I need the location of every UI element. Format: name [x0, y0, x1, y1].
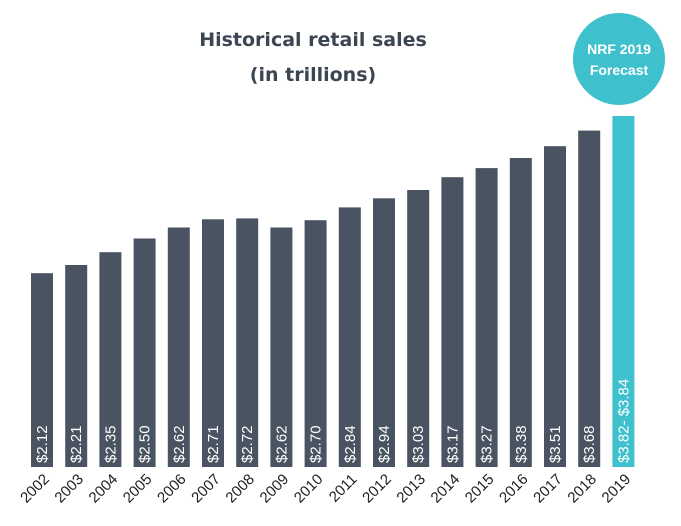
bar-2010: [304, 220, 327, 467]
bar-value-label: $2.62: [171, 425, 188, 463]
bar-2012: [373, 198, 395, 468]
bar-2003: [65, 265, 88, 467]
forecast-badge-line2: Forecast: [590, 62, 649, 78]
bar-2006: [167, 227, 190, 467]
x-tick-label: 2012: [359, 471, 395, 507]
x-tick-label: 2018: [564, 471, 600, 507]
bar-2011: [338, 207, 361, 467]
x-tick-label: 2010: [291, 471, 327, 507]
x-tick-label: 2002: [17, 471, 53, 507]
bar-value-label: $2.21: [68, 425, 85, 463]
bar-2017: [544, 146, 566, 467]
bar-value-label: $2.62: [273, 425, 290, 463]
bar-labels-group: $2.12 $2.21 $2.35 $2.50 $2.62 $2.71 $2.72 $2.62…: [34, 379, 632, 463]
chart-subtitle: (in trillions): [250, 64, 376, 86]
x-tick-label: 2008: [222, 471, 258, 507]
bar-value-label: $2.94: [376, 425, 393, 463]
bar-2007: [202, 219, 224, 467]
bar-value-label: $3.38: [513, 425, 530, 463]
bar-value-label: $2.50: [137, 425, 154, 463]
x-tick-label: 2003: [51, 471, 87, 507]
bar-2005: [133, 238, 156, 467]
x-tick-label: 2013: [393, 471, 429, 507]
bar-2002: [31, 273, 53, 467]
bar-value-label: $3.51: [547, 425, 564, 463]
x-tick-label: 2017: [530, 471, 566, 507]
bar-2008: [236, 218, 259, 467]
x-tick-label: 2016: [496, 471, 532, 507]
bars-group: [31, 116, 635, 468]
bar-value-label: $2.70: [308, 425, 325, 463]
bar-value-label: $2.84: [342, 425, 359, 463]
bar-value-label: $2.35: [102, 425, 119, 463]
forecast-badge-line1: NRF 2019: [587, 41, 651, 57]
x-tick-label: 2011: [326, 471, 361, 506]
bar-2016: [509, 158, 532, 467]
bar-2004: [99, 252, 122, 467]
forecast-bar-2019: [612, 116, 635, 467]
bar-value-label: $2.71: [205, 425, 222, 463]
bar-value-label: $3.82- $3.84: [615, 379, 632, 463]
bar-value-label: $3.27: [479, 425, 496, 463]
bar-2013: [407, 190, 430, 467]
bar-value-label: $3.17: [444, 425, 461, 463]
x-tick-label: 2004: [86, 471, 122, 507]
x-tick-label: 2009: [257, 471, 293, 507]
bar-2009: [270, 227, 293, 467]
bar-value-label: $3.68: [581, 425, 598, 463]
forecast-badge-circle: [573, 13, 665, 105]
bar-2014: [441, 177, 464, 467]
x-tick-label: 2014: [428, 471, 464, 507]
bar-2015: [475, 168, 498, 467]
x-tick-label: 2007: [188, 471, 224, 507]
chart-title: Historical retail sales: [199, 29, 427, 51]
x-tick-label: 2006: [154, 471, 190, 507]
bar-value-label: $2.12: [34, 425, 51, 463]
bar-2018: [578, 130, 601, 467]
forecast-badge: NRF 2019 Forecast: [573, 13, 665, 105]
x-tick-label: 2019: [599, 471, 635, 507]
bar-value-label: $2.72: [239, 425, 256, 463]
bar-value-label: $3.03: [410, 425, 427, 463]
x-tick-label: 2015: [462, 471, 498, 507]
x-tick-label: 2005: [120, 471, 156, 507]
